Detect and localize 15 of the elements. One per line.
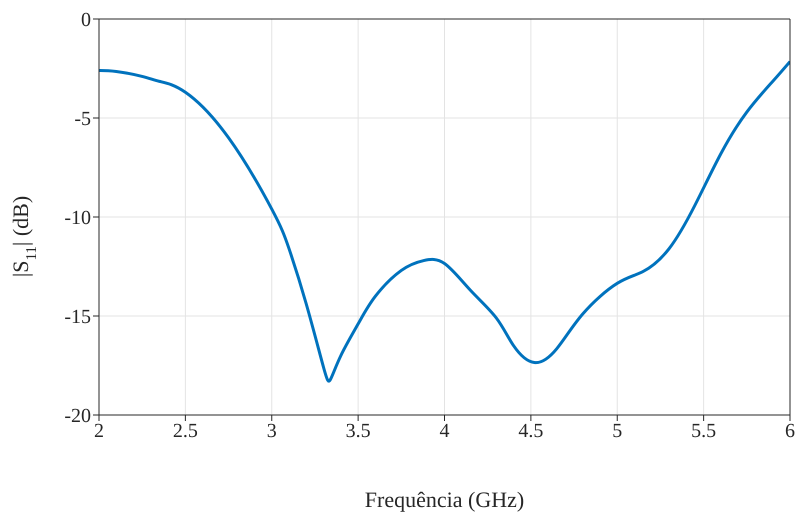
x-axis-title: Frequência (GHz) — [364, 487, 524, 512]
y-tick-label: -20 — [64, 405, 91, 428]
x-tick-label: 4.5 — [518, 420, 544, 442]
y-tick-label: -5 — [74, 108, 91, 130]
x-tick-label: 3.5 — [346, 420, 371, 442]
x-tick-label: 2.5 — [172, 420, 198, 442]
y-tick-label: -10 — [64, 207, 91, 230]
y-tick-label: -15 — [64, 306, 91, 328]
x-tick-label: 5.5 — [691, 420, 716, 442]
x-tick-label: 4 — [440, 420, 450, 442]
x-tick-label: 2 — [94, 420, 104, 442]
y-tick-label: 0 — [81, 9, 91, 32]
x-tick-label: 3 — [266, 420, 277, 442]
x-tick-label: 6 — [785, 420, 795, 442]
x-tick-label: 5 — [612, 420, 622, 442]
